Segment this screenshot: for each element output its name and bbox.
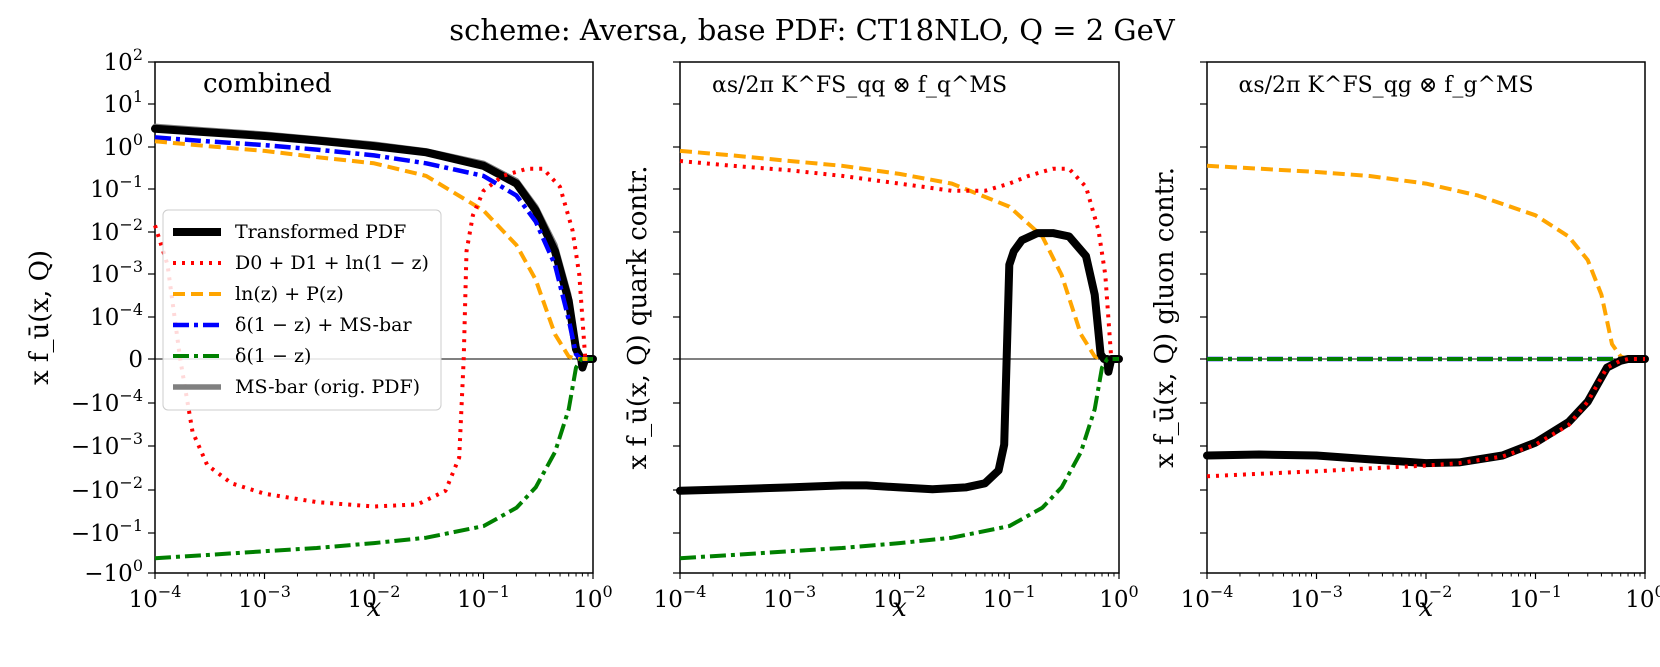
x-tick-label: 100	[1099, 582, 1138, 613]
y-tick-label: −10−2	[71, 473, 143, 504]
series-line	[679, 159, 1119, 361]
x-axis-title: x	[892, 593, 907, 623]
series-line	[1206, 357, 1645, 479]
panel-title: combined	[203, 69, 332, 99]
y-tick-label: 10−3	[90, 257, 143, 288]
panel-gluon-contribution: 10−4 10−3 10−2 10−1 100 x x f_ū(x, Q) gluon co…	[1150, 61, 1660, 623]
x-tick-label: 10−4	[1181, 582, 1234, 613]
y-tick-label: 10−4	[90, 300, 143, 331]
y-axis-title: x f_ū(x, Q) gluon contr.	[1150, 167, 1180, 468]
x-tick-label: 10−2	[873, 582, 926, 613]
x-axis-title: x	[367, 593, 382, 623]
panel-title: αs/2π K^FS_qg ⊗ f_g^MS	[1238, 73, 1533, 98]
legend-label: MS-bar (orig. PDF)	[235, 376, 420, 398]
series-line	[679, 148, 1119, 361]
series-line	[154, 357, 593, 561]
x-tick-label: 10−2	[1400, 582, 1453, 613]
y-tick-label: −10−3	[71, 429, 143, 460]
series-line	[676, 229, 1123, 495]
panel-combined: 10−4 10−3 10−2 10−1 100 102 101 100 10−1 10−2 10−3…	[25, 45, 613, 623]
panel-title: αs/2π K^FS_qq ⊗ f_q^MS	[712, 73, 1007, 98]
x-tick-label: 10−1	[1509, 582, 1562, 613]
legend-label: δ(1 − z)	[235, 345, 311, 367]
x-tick-label: 10−4	[129, 582, 182, 613]
y-tick-label: −100	[84, 556, 143, 587]
series-line	[1203, 355, 1649, 468]
legend-label: δ(1 − z) + MS-bar	[235, 314, 412, 336]
axes-frame	[1206, 61, 1646, 574]
y-tick-label: 0	[128, 347, 143, 373]
legend-label: Transformed PDF	[235, 221, 406, 243]
y-tick-label: 10−2	[90, 215, 143, 246]
x-tick-label: 10−4	[654, 582, 707, 613]
series-line	[679, 357, 1119, 561]
figure-title: scheme: Aversa, base PDF: CT18NLO, Q = 2…	[449, 13, 1175, 47]
x-tick-label: 10−2	[348, 582, 401, 613]
legend: Transformed PDF D0 + D1 + ln(1 − z) ln(z) …	[162, 209, 442, 411]
y-tick-label: −10−4	[71, 386, 143, 417]
y-tick-label: 10−1	[90, 172, 143, 203]
panel-quark-contribution: 10−4 10−3 10−2 10−1 100 x x f_ū(x, Q) quark co…	[623, 61, 1139, 623]
y-tick-label: 101	[104, 87, 143, 118]
x-tick-label: 10−1	[983, 582, 1036, 613]
legend-box	[162, 209, 442, 411]
y-tick-label: −10−1	[71, 516, 143, 547]
legend-label: ln(z) + P(z)	[235, 283, 344, 305]
series-line	[151, 124, 597, 372]
x-tick-label: 10−3	[1290, 582, 1343, 613]
x-tick-label: 10−3	[238, 582, 291, 613]
legend-label: D0 + D1 + ln(1 − z)	[235, 252, 429, 274]
series-line	[153, 166, 593, 509]
x-tick-label: 100	[573, 582, 612, 613]
x-tick-label: 10−1	[457, 582, 510, 613]
y-axis-title: x f_ū(x, Q) quark contr.	[623, 166, 653, 470]
y-tick-label: 100	[104, 130, 143, 161]
series-line	[1206, 163, 1645, 361]
x-tick-label: 100	[1625, 582, 1660, 613]
x-tick-label: 10−3	[763, 582, 816, 613]
y-axis-title: x f_ū(x, Q)	[25, 250, 55, 385]
x-axis-title: x	[1419, 593, 1434, 623]
y-tick-label: 102	[104, 45, 143, 76]
